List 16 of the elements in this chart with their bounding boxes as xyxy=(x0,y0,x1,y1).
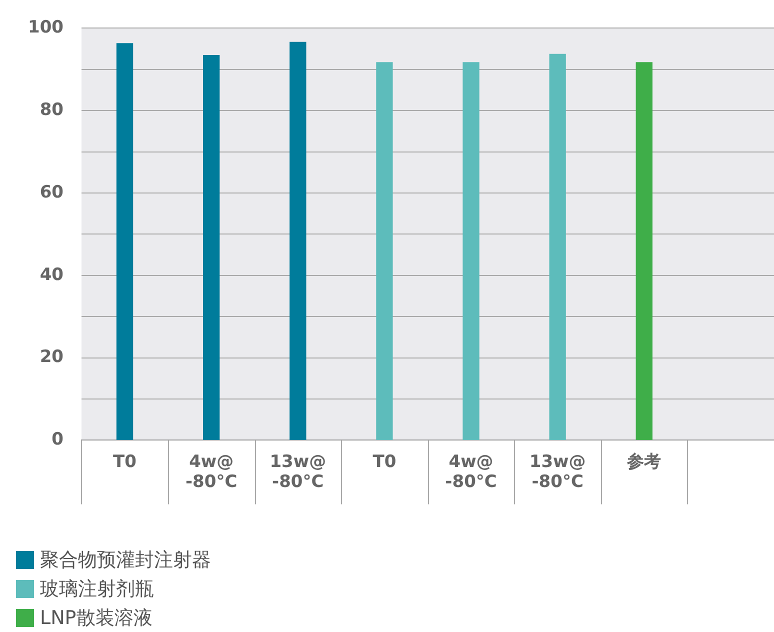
x-tick-label: 13w@ -80°C xyxy=(529,452,586,492)
x-tick-label: 13w@ -80°C xyxy=(270,452,326,492)
legend-label: 玻璃注射剂瓶 xyxy=(40,576,154,602)
x-tick-label: T0 xyxy=(372,452,396,472)
y-tick-label: 0 xyxy=(52,430,64,450)
x-tick-label: 4w@ -80°C xyxy=(445,452,497,492)
y-tick-label: 60 xyxy=(40,182,64,202)
y-tick-label: 80 xyxy=(40,100,64,120)
y-tick-label: 20 xyxy=(40,347,64,368)
x-tick-label: T0 xyxy=(113,452,137,472)
x-tick-label: 参考 xyxy=(626,452,662,472)
y-tick-label: 100 xyxy=(28,18,64,38)
y-tick-label: 40 xyxy=(40,264,64,285)
legend-label: 聚合物预灌封注射器 xyxy=(40,548,211,572)
legend-label: LNP散装溶液 xyxy=(40,606,152,630)
x-tick-label: 4w@ -80°C xyxy=(185,452,238,492)
